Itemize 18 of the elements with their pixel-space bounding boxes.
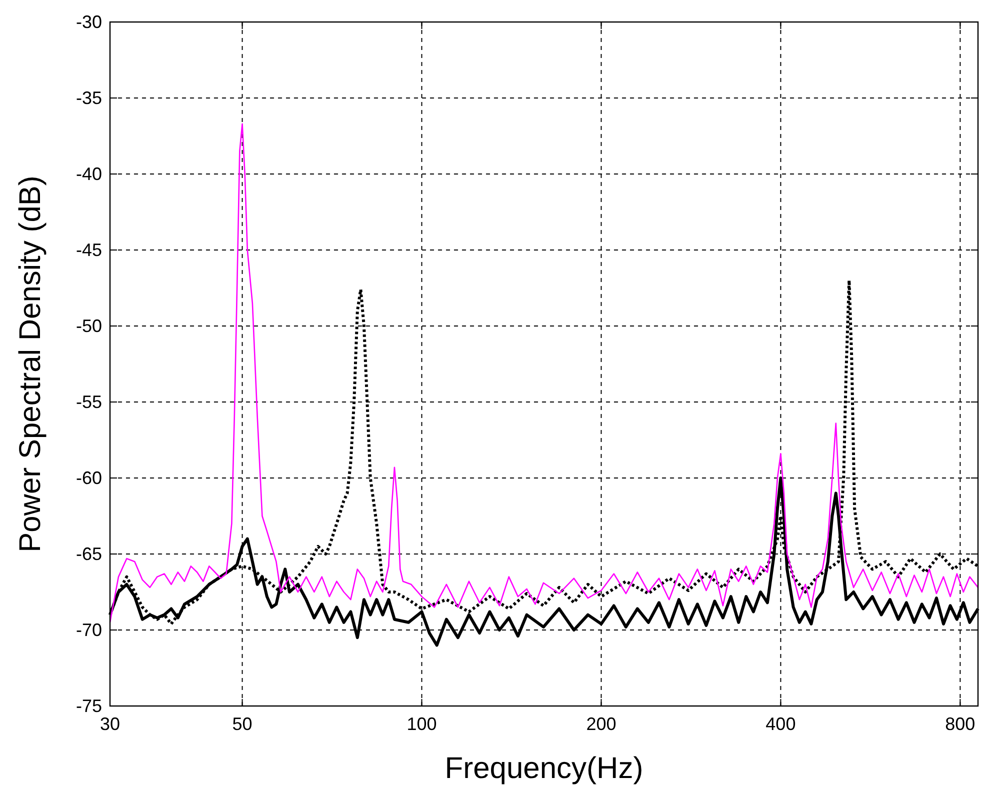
y-tick-label: -75 <box>76 696 102 716</box>
x-tick-label: 50 <box>232 714 252 734</box>
y-tick-label: -45 <box>76 240 102 260</box>
x-axis-title: Frequency(Hz) <box>444 752 644 785</box>
y-tick-label: -35 <box>76 88 102 108</box>
y-tick-label: -55 <box>76 392 102 412</box>
y-tick-label: -60 <box>76 468 102 488</box>
x-tick-label: 30 <box>100 714 120 734</box>
x-tick-label: 100 <box>406 714 437 734</box>
y-tick-label: -30 <box>76 12 102 32</box>
y-tick-label: -70 <box>76 620 102 640</box>
x-tick-label: 400 <box>766 714 796 734</box>
x-tick-label: 800 <box>945 714 976 734</box>
x-tick-label: 200 <box>586 714 616 734</box>
y-tick-label: -50 <box>76 316 102 336</box>
y-tick-label: -65 <box>76 544 102 564</box>
y-tick-label: -40 <box>76 164 102 184</box>
y-axis-title: Power Spectral Density (dB) <box>14 176 47 552</box>
